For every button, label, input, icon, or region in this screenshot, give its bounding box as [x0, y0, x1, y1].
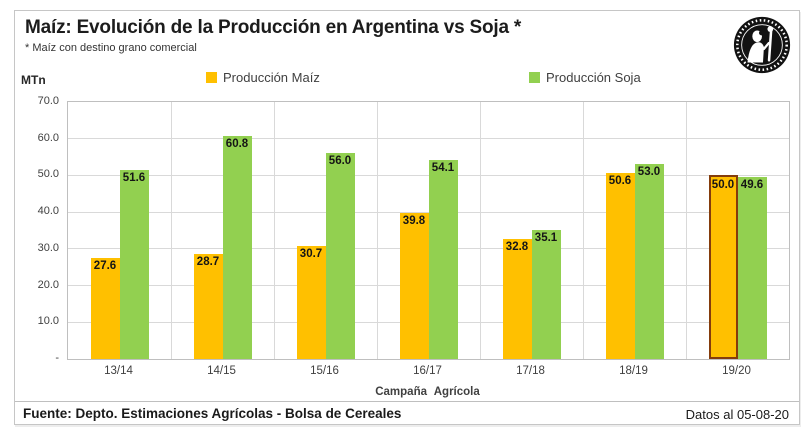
bar-value-label: 50.0	[711, 179, 735, 192]
page-title: Maíz: Evolución de la Producción en Arge…	[25, 17, 522, 38]
bar-value-label: 28.7	[196, 255, 220, 268]
bar-value-label: 39.8	[402, 214, 426, 227]
gridline-h	[68, 138, 789, 140]
x-tick-label: 18/19	[619, 365, 648, 377]
y-axis-unit-label: MTn	[21, 73, 46, 87]
x-tick-label: 19/20	[722, 365, 751, 377]
bar-value-label: 32.8	[505, 240, 529, 253]
legend-swatch-icon	[206, 72, 217, 83]
y-tick-label: 30.0	[37, 241, 59, 254]
bar-value-label: 27.6	[93, 259, 117, 272]
bar: 49.6	[737, 176, 767, 359]
bar: 60.8	[222, 135, 252, 359]
legend-label: Producción Maíz	[223, 70, 320, 85]
bar: 56.0	[325, 153, 355, 359]
page-subtitle: * Maíz con destino grano comercial	[25, 42, 197, 54]
bar-value-label: 53.0	[637, 166, 661, 179]
bar: 39.8	[399, 212, 429, 359]
legend-item-0: Producción Maíz	[206, 70, 320, 85]
bar: 51.6	[119, 169, 149, 359]
seal-icon	[733, 16, 791, 74]
footer-divider	[15, 401, 799, 402]
gridline-v	[582, 102, 584, 359]
bar: 28.7	[193, 253, 223, 359]
gridline-v	[685, 102, 687, 359]
gridline-v	[376, 102, 378, 359]
bar-value-label: 35.1	[534, 232, 558, 245]
gridline-v	[273, 102, 275, 359]
bar: 35.1	[531, 230, 561, 359]
chart-frame: Maíz: Evolución de la Producción en Arge…	[14, 10, 800, 425]
x-tick-label: 17/18	[516, 365, 545, 377]
bar-value-label: 50.6	[608, 175, 632, 188]
bar: 54.1	[428, 160, 458, 359]
y-tick-label: -	[55, 352, 59, 364]
y-tick-label: 60.0	[37, 131, 59, 144]
x-tick-label: 14/15	[207, 365, 236, 377]
bar-value-label: 51.6	[122, 171, 146, 184]
data-date-note: Datos al 05-08-20	[685, 407, 789, 422]
y-tick-label: 20.0	[37, 278, 59, 291]
bar: 50.6	[605, 173, 635, 359]
bar-highlighted: 50.0	[708, 175, 738, 359]
bar-value-label: 60.8	[225, 137, 249, 150]
y-tick-label: 50.0	[37, 168, 59, 181]
bolsa-de-cereales-logo	[731, 14, 793, 76]
bar: 27.6	[90, 257, 120, 359]
x-tick-label: 15/16	[310, 365, 339, 377]
legend-item-1: Producción Soja	[529, 70, 641, 85]
y-tick-label: 10.0	[37, 315, 59, 328]
y-tick-label: 40.0	[37, 205, 59, 218]
plot-area: 27.6 51.6 28.7 60.8 30.7 56.0 39.8 54.1 32.8 35.1…	[67, 101, 790, 360]
x-tick-label: 13/14	[104, 365, 133, 377]
bar: 30.7	[296, 246, 326, 359]
legend-label: Producción Soja	[546, 70, 641, 85]
bar: 53.0	[634, 164, 664, 359]
chart-legend: Producción Maíz Producción Soja	[15, 70, 799, 90]
bar-value-label: 56.0	[328, 155, 352, 168]
gridline-v	[479, 102, 481, 359]
bar: 32.8	[502, 238, 532, 359]
legend-swatch-icon	[529, 72, 540, 83]
y-tick-label: 70.0	[37, 95, 59, 107]
x-axis-title: Campaña Agrícola	[375, 386, 480, 398]
bar-value-label: 30.7	[299, 248, 323, 261]
x-tick-label: 16/17	[413, 365, 442, 377]
bar-value-label: 49.6	[740, 178, 764, 191]
bar-value-label: 54.1	[431, 162, 455, 175]
source-note: Fuente: Depto. Estimaciones Agrícolas - …	[23, 406, 402, 421]
gridline-v	[170, 102, 172, 359]
